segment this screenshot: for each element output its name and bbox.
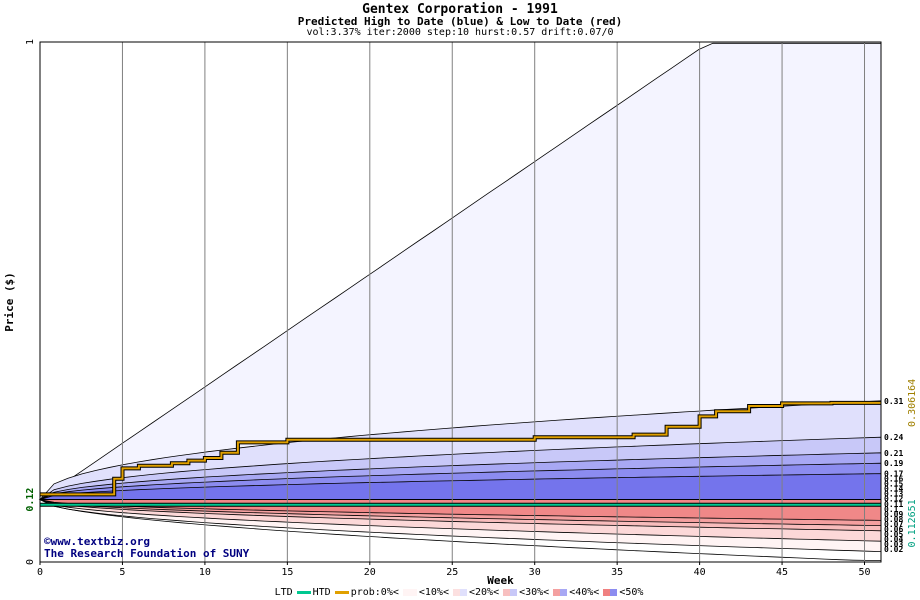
chart-subtitle: Predicted High to Date (blue) & Low to D… (297, 15, 623, 28)
right-label-low-6: 0.05 (884, 530, 903, 539)
right-label-high-0: 0.31 (884, 397, 903, 406)
right-label-low-7: 0.04 (884, 535, 903, 544)
legend-ltd: LTD (274, 587, 293, 598)
legend-b10: <10%< (418, 587, 449, 598)
y-tick-label-1: 0.12 (25, 488, 36, 512)
x-axis-label: Week (487, 574, 514, 587)
legend-swatch-0 (402, 588, 417, 596)
legend-b30: <30%< (519, 587, 550, 598)
legend-prob: prob:0%< (350, 587, 399, 598)
high-band-0 (38, 42, 882, 500)
right-label-low-8: 0.03 (884, 540, 903, 549)
watermark-org: The Research Foundation of SUNY (44, 547, 250, 560)
plot-frame (39, 41, 882, 563)
side-value-low: 0.112651 (907, 499, 918, 547)
x-tick-label-45: 45 (776, 567, 788, 578)
right-label-high-8: 0.13 (884, 490, 903, 499)
low-envelope-line (39, 499, 881, 561)
right-label-high-6: 0.15 (884, 480, 903, 489)
htd-line (40, 401, 881, 496)
y-axis-label: Price ($) (3, 272, 16, 332)
x-tick-label-0: 0 (37, 567, 43, 578)
x-tick-label-10: 10 (199, 567, 211, 578)
right-label-high-2: 0.21 (884, 449, 903, 458)
legend-htd: HTD (312, 587, 331, 598)
legend-b40: <40%< (569, 587, 600, 598)
right-label-low-0: 0.11 (884, 500, 903, 509)
legend-swatch-30 (553, 588, 568, 596)
chart-title: Gentex Corporation - 1991 (362, 2, 558, 17)
chart-params: vol:3.37% iter:2000 step:10 hurst:0.57 d… (306, 27, 614, 38)
y-tick-label-2: 1 (25, 39, 36, 45)
legend-b20: <20%< (468, 587, 500, 598)
high-band-5 (39, 473, 882, 500)
legend-swatch-20 (503, 588, 518, 596)
legend-swatch-10 (452, 588, 467, 596)
right-label-low-9: 0.02 (884, 545, 903, 554)
x-tick-label-40: 40 (694, 567, 706, 578)
right-label-high-3: 0.19 (884, 459, 903, 468)
legend-ltd-swatch (296, 590, 311, 594)
x-tick-label-15: 15 (281, 567, 293, 578)
legend-b50: <50% (619, 587, 644, 598)
x-tick-label-5: 5 (119, 567, 125, 578)
right-label-low-5: 0.06 (884, 525, 903, 534)
x-tick-label-30: 30 (529, 567, 541, 578)
legend-swatch-40 (603, 588, 618, 596)
y-tick-label-0: 0 (25, 559, 36, 565)
watermark-site: ©www.textbiz.org (44, 535, 150, 548)
x-tick-label-35: 35 (611, 567, 623, 578)
right-label-high-5: 0.16 (884, 475, 903, 484)
right-label-low-2: 0.09 (884, 510, 903, 519)
right-label-high-7: 0.14 (884, 485, 903, 494)
right-label-low-1: 0.1 (884, 505, 899, 514)
right-label-low-3: 0.08 (884, 515, 903, 524)
x-tick-label-50: 50 (858, 567, 870, 578)
x-tick-label-20: 20 (364, 567, 376, 578)
right-label-high-1: 0.24 (884, 433, 903, 442)
side-value-high: 0.306164 (907, 379, 918, 427)
x-tick-label-25: 25 (446, 567, 458, 578)
right-label-high-9: 0.12 (884, 495, 903, 504)
right-label-high-4: 0.17 (884, 470, 903, 479)
right-label-low-4: 0.07 (884, 520, 903, 529)
legend: LTD HTD prob:0%< <10%< <20%< <30%< <40%< <50% (0, 587, 920, 598)
legend-htd-swatch (334, 590, 349, 594)
